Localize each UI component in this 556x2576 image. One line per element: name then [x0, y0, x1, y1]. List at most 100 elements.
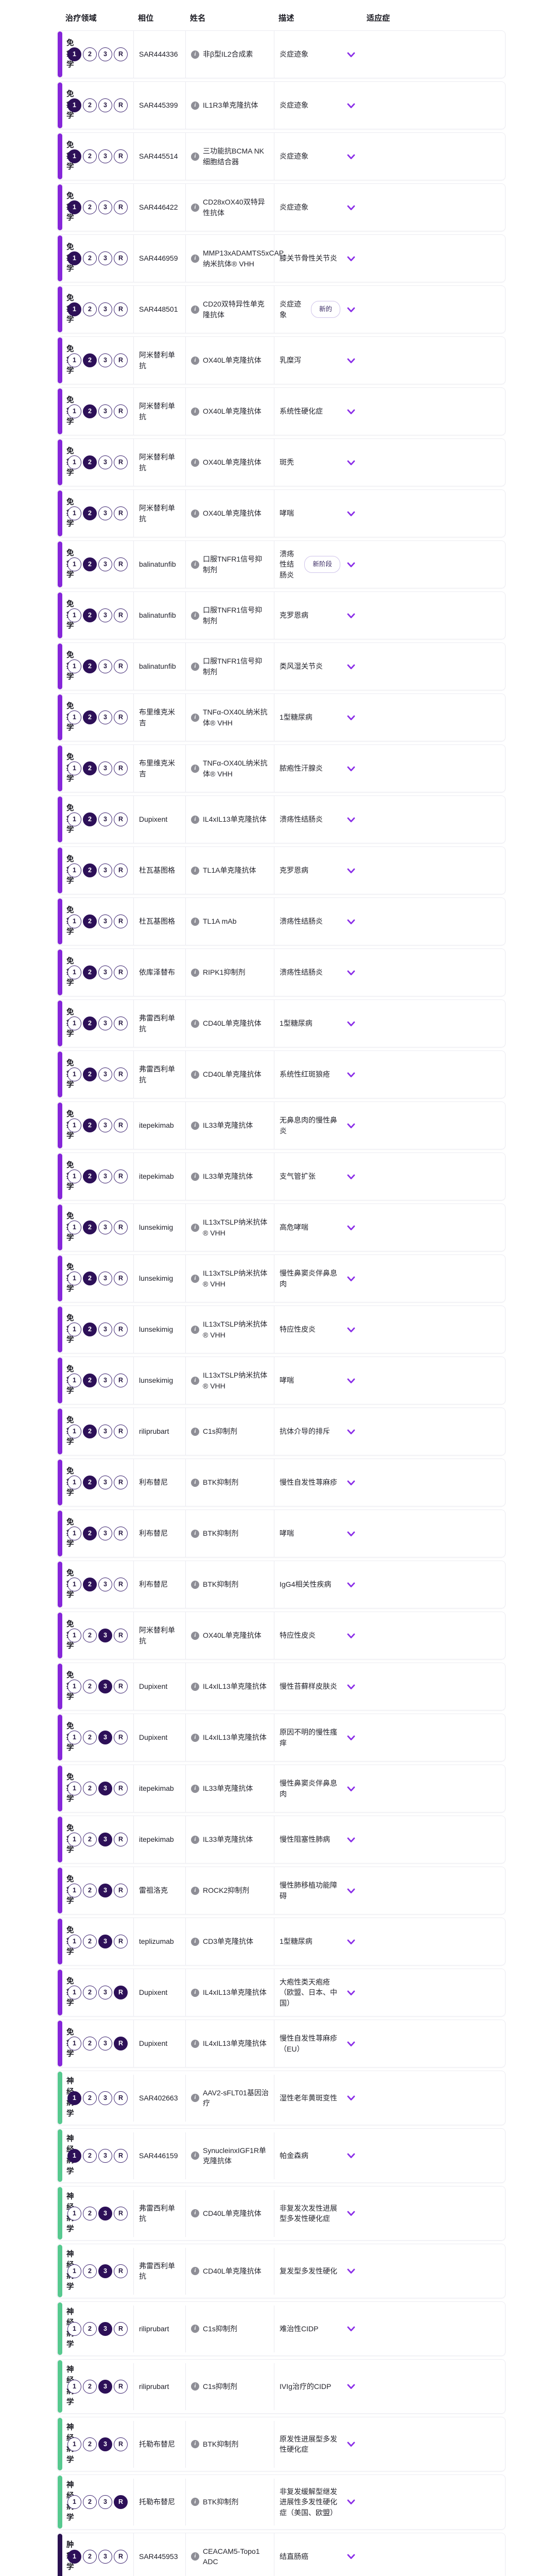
- expand-row-button[interactable]: [345, 406, 357, 417]
- info-icon[interactable]: i: [191, 1223, 199, 1232]
- info-icon[interactable]: i: [191, 2094, 199, 2103]
- expand-row-button[interactable]: [345, 1681, 357, 1692]
- info-icon[interactable]: i: [191, 917, 199, 926]
- info-icon[interactable]: i: [191, 560, 199, 569]
- expand-row-button[interactable]: [345, 1426, 357, 1437]
- expand-row-button[interactable]: [345, 1834, 357, 1845]
- info-icon[interactable]: i: [191, 713, 199, 722]
- info-icon[interactable]: i: [191, 2151, 199, 2160]
- info-icon[interactable]: i: [191, 1529, 199, 1538]
- expand-row-button[interactable]: [345, 253, 357, 264]
- info-icon[interactable]: i: [191, 458, 199, 467]
- expand-row-button[interactable]: [345, 1732, 357, 1743]
- expand-row-button[interactable]: [345, 1222, 357, 1233]
- info-icon[interactable]: i: [191, 1937, 199, 1946]
- expand-row-button[interactable]: [345, 304, 357, 315]
- info-icon[interactable]: i: [191, 2552, 199, 2561]
- expand-row-button[interactable]: [345, 1018, 357, 1029]
- expand-row-button[interactable]: [345, 49, 357, 60]
- info-icon[interactable]: i: [191, 815, 199, 824]
- info-icon[interactable]: i: [191, 2039, 199, 2048]
- info-icon[interactable]: i: [191, 254, 199, 263]
- expand-row-button[interactable]: [345, 559, 357, 570]
- expand-row-button[interactable]: [345, 1885, 357, 1896]
- info-icon[interactable]: i: [191, 1478, 199, 1487]
- expand-row-button[interactable]: [345, 763, 357, 774]
- info-icon[interactable]: i: [191, 2440, 199, 2449]
- expand-row-button[interactable]: [345, 1273, 357, 1284]
- info-icon[interactable]: i: [191, 2267, 199, 2276]
- expand-row-button[interactable]: [345, 2208, 357, 2219]
- pipeline-row: 神经病学123R弗雷西利单抗iCD40L单克隆抗体非复发次发性进展型多发性硬化症: [57, 2186, 506, 2241]
- info-icon[interactable]: i: [191, 1019, 199, 1028]
- expand-row-button[interactable]: [345, 1171, 357, 1182]
- info-icon[interactable]: i: [191, 968, 199, 977]
- expand-row-button[interactable]: [345, 814, 357, 825]
- expand-row-button[interactable]: [345, 508, 357, 519]
- expand-row-button[interactable]: [345, 1528, 357, 1539]
- info-icon[interactable]: i: [191, 2325, 199, 2333]
- info-icon[interactable]: i: [191, 611, 199, 620]
- expand-row-button[interactable]: [345, 1477, 357, 1488]
- expand-row-button[interactable]: [345, 1783, 357, 1794]
- info-icon[interactable]: i: [191, 1682, 199, 1691]
- info-icon[interactable]: i: [191, 1427, 199, 1436]
- expand-row-button[interactable]: [345, 151, 357, 162]
- description-text: IL4xIL13单克隆抗体: [203, 1733, 267, 1742]
- expand-row-button[interactable]: [345, 2381, 357, 2392]
- expand-row-button[interactable]: [345, 2265, 357, 2277]
- expand-row-button[interactable]: [345, 1936, 357, 1947]
- expand-row-button[interactable]: [345, 661, 357, 672]
- info-icon[interactable]: i: [191, 50, 199, 59]
- expand-row-button[interactable]: [345, 865, 357, 876]
- expand-row-button[interactable]: [345, 610, 357, 621]
- info-icon[interactable]: i: [191, 1172, 199, 1181]
- expand-row-button[interactable]: [345, 2323, 357, 2334]
- info-icon[interactable]: i: [191, 1121, 199, 1130]
- expand-row-button[interactable]: [345, 2038, 357, 2049]
- info-icon[interactable]: i: [191, 407, 199, 416]
- expand-row-button[interactable]: [345, 2496, 357, 2507]
- info-icon[interactable]: i: [191, 1274, 199, 1283]
- info-icon[interactable]: i: [191, 1580, 199, 1589]
- expand-row-button[interactable]: [345, 457, 357, 468]
- expand-row-button[interactable]: [345, 712, 357, 723]
- info-icon[interactable]: i: [191, 101, 199, 110]
- info-icon[interactable]: i: [191, 1631, 199, 1640]
- expand-row-button[interactable]: [345, 202, 357, 213]
- expand-row-button[interactable]: [345, 1987, 357, 1998]
- info-icon[interactable]: i: [191, 203, 199, 212]
- expand-row-button[interactable]: [345, 1069, 357, 1080]
- info-icon[interactable]: i: [191, 152, 199, 161]
- info-icon[interactable]: i: [191, 662, 199, 671]
- expand-row-button[interactable]: [345, 355, 357, 366]
- info-icon[interactable]: i: [191, 1070, 199, 1079]
- expand-row-button[interactable]: [345, 1579, 357, 1590]
- expand-row-button[interactable]: [345, 2438, 357, 2450]
- info-icon[interactable]: i: [191, 1784, 199, 1793]
- expand-row-button[interactable]: [345, 100, 357, 111]
- info-icon[interactable]: i: [191, 509, 199, 518]
- expand-row-button[interactable]: [345, 2150, 357, 2161]
- info-icon[interactable]: i: [191, 1988, 199, 1997]
- info-icon[interactable]: i: [191, 764, 199, 773]
- info-icon[interactable]: i: [191, 866, 199, 875]
- expand-row-button[interactable]: [345, 967, 357, 978]
- info-icon[interactable]: i: [191, 1325, 199, 1334]
- info-icon[interactable]: i: [191, 2498, 199, 2506]
- info-icon[interactable]: i: [191, 1835, 199, 1844]
- expand-row-button[interactable]: [345, 2551, 357, 2562]
- info-icon[interactable]: i: [191, 1376, 199, 1385]
- info-icon[interactable]: i: [191, 1886, 199, 1895]
- info-icon[interactable]: i: [191, 356, 199, 365]
- info-icon[interactable]: i: [191, 2209, 199, 2218]
- info-icon[interactable]: i: [191, 305, 199, 314]
- expand-row-button[interactable]: [345, 1630, 357, 1641]
- expand-row-button[interactable]: [345, 1375, 357, 1386]
- expand-row-button[interactable]: [345, 2092, 357, 2104]
- expand-row-button[interactable]: [345, 1324, 357, 1335]
- expand-row-button[interactable]: [345, 916, 357, 927]
- info-icon[interactable]: i: [191, 1733, 199, 1742]
- info-icon[interactable]: i: [191, 2382, 199, 2391]
- expand-row-button[interactable]: [345, 1120, 357, 1131]
